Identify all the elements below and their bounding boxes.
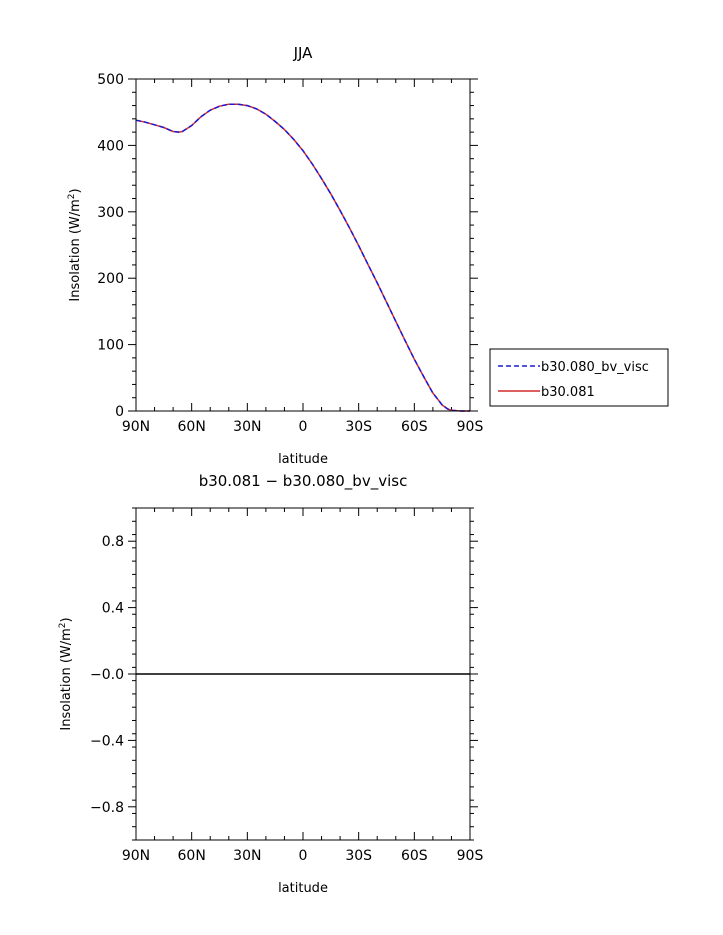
bottom-plot-frame bbox=[135, 507, 471, 841]
bottom-x-tick-label: 30N bbox=[233, 848, 261, 864]
bottom-y-tick-label: −0.8 bbox=[90, 800, 124, 816]
top-x-tick-label: 60N bbox=[178, 419, 206, 435]
legend-label-b30-080: b30.080_bv_visc bbox=[541, 360, 649, 375]
top-ticks bbox=[128, 78, 478, 412]
top-y-axis-label-sup: 2 bbox=[67, 193, 77, 199]
top-x-tick-label: 0 bbox=[299, 419, 308, 435]
bottom-y-tick-labels: −0.8 −0.4 −0.0 0.4 0.8 bbox=[90, 534, 124, 816]
legend-box bbox=[489, 348, 669, 407]
bottom-x-tick-label: 0 bbox=[299, 848, 308, 864]
bottom-x-tick-label: 90S bbox=[457, 848, 484, 864]
top-x-tick-label: 90N bbox=[122, 419, 150, 435]
legend-label-b30-081: b30.081 bbox=[541, 385, 595, 400]
top-x-tick-label: 90S bbox=[457, 419, 484, 435]
top-series-lines bbox=[135, 103, 470, 412]
top-title: JJA bbox=[293, 44, 314, 62]
bottom-x-tick-label: 90N bbox=[122, 848, 150, 864]
top-series-line bbox=[135, 103, 470, 412]
top-y-tick-label: 500 bbox=[97, 72, 124, 88]
bottom-ticks bbox=[128, 507, 478, 841]
bottom-x-tick-label: 60S bbox=[401, 848, 428, 864]
top-y-tick-label: 0 bbox=[115, 404, 124, 420]
bottom-y-axis-label-main: Insolation (W/m bbox=[59, 628, 74, 730]
bottom-x-axis-label: latitude bbox=[278, 881, 328, 896]
top-y-tick-labels: 0 100 200 300 400 500 bbox=[97, 72, 124, 420]
legend: b30.080_bv_visc b30.081 bbox=[489, 348, 669, 407]
top-y-tick-label: 100 bbox=[97, 338, 124, 354]
bottom-panel: b30.081 − b30.080_bv_visc 90N 60N 30N 0 30S 6… bbox=[58, 472, 483, 896]
top-x-tick-label: 30S bbox=[345, 419, 372, 435]
bottom-x-tick-labels: 90N 60N 30N 0 30S 60S 90S bbox=[122, 848, 484, 864]
bottom-y-tick-label: 0.4 bbox=[102, 601, 124, 617]
bottom-y-tick-label: −0.0 bbox=[90, 667, 124, 683]
bottom-y-axis-label-sup: 2 bbox=[58, 622, 68, 628]
bottom-y-tick-label: −0.4 bbox=[90, 733, 124, 749]
top-y-tick-label: 300 bbox=[97, 205, 124, 221]
bottom-x-tick-label: 30S bbox=[345, 848, 372, 864]
top-y-axis-label: Insolation (W/m2) bbox=[67, 188, 83, 301]
top-y-tick-label: 400 bbox=[97, 138, 124, 154]
bottom-title: b30.081 − b30.080_bv_visc bbox=[199, 472, 408, 491]
top-x-tick-label: 30N bbox=[233, 419, 261, 435]
bottom-y-tick-label: 0.8 bbox=[102, 534, 124, 550]
top-x-tick-label: 60S bbox=[401, 419, 428, 435]
bottom-y-axis-label: Insolation (W/m2) bbox=[58, 617, 74, 730]
top-x-tick-labels: 90N 60N 30N 0 30S 60S 90S bbox=[122, 419, 484, 435]
top-y-axis-label-end: ) bbox=[68, 188, 83, 193]
top-y-tick-label: 200 bbox=[97, 271, 124, 287]
top-y-axis-label-main: Insolation (W/m bbox=[68, 199, 83, 301]
top-panel: JJA 90N 60N 30N 0 30S 60S 90S 0 100 200 300 400 500… bbox=[67, 44, 483, 467]
bottom-y-axis-label-end: ) bbox=[59, 617, 74, 622]
top-x-axis-label: latitude bbox=[278, 452, 328, 467]
bottom-x-tick-label: 60N bbox=[178, 848, 206, 864]
top-plot-frame bbox=[135, 78, 471, 412]
